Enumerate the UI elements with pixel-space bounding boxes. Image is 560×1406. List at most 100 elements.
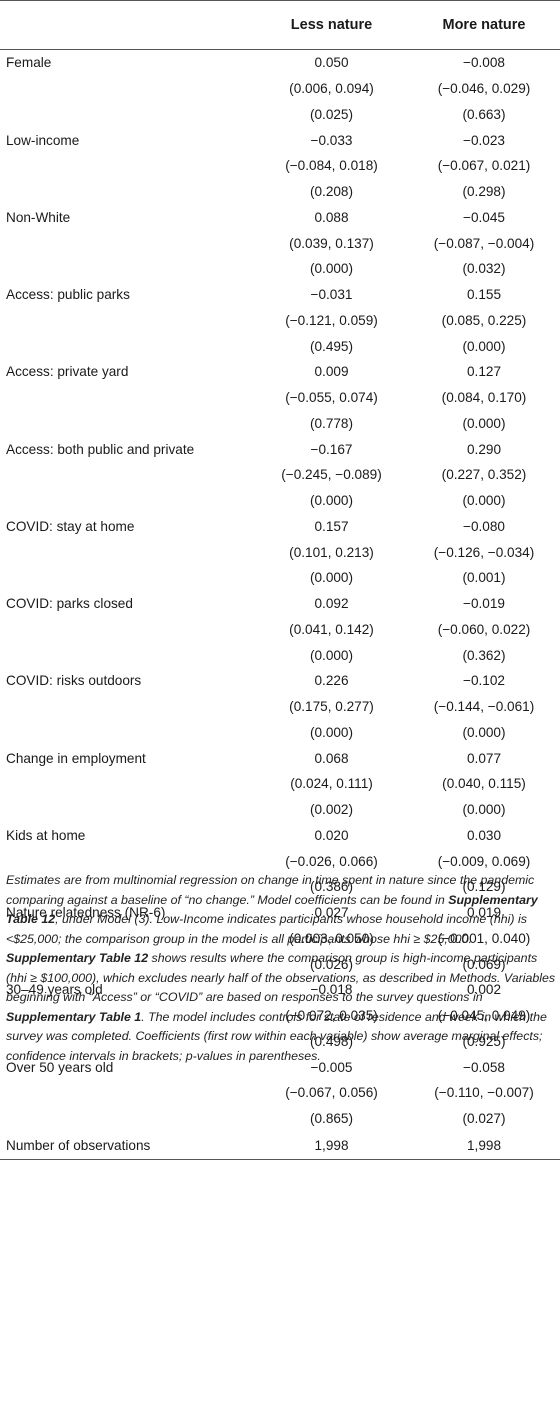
note-text: , under Model (3). Low-Income indicates … [6, 912, 527, 946]
table-row: (0.865) (0.027) [0, 1106, 560, 1132]
row-label-empty [0, 720, 255, 746]
more-nature-coefficient: 0.002 [466, 982, 502, 998]
row-label-empty [0, 1106, 255, 1132]
header-variable [0, 0, 255, 50]
row-label-empty [0, 385, 255, 411]
row-label: Female [6, 55, 52, 71]
row-label-empty [0, 308, 255, 334]
less-nature-confidence-interval: (−0.121, 0.059) [285, 312, 378, 328]
more-nature-p-value: (0.000) [462, 493, 506, 509]
table-row: Low-income −0.033 −0.023 [0, 127, 560, 153]
less-nature-p-value: (0.002) [309, 802, 354, 818]
more-nature-p-value: (0.069) [462, 956, 506, 972]
less-nature-coefficient: 0.068 [314, 750, 349, 766]
row-label: 30–49 years old [6, 982, 103, 998]
more-nature-confidence-interval: (0.085, 0.225) [441, 312, 527, 328]
table-row: (−0.084, 0.018) (−0.067, 0.021) [0, 153, 560, 179]
table-row: (0.026) (0.069) [0, 951, 560, 977]
row-label-empty [0, 694, 255, 720]
less-nature-observations: 1,998 [255, 1131, 408, 1160]
more-nature-confidence-interval: (0.040, 0.115) [442, 776, 526, 792]
less-nature-p-value: (0.498) [309, 1033, 354, 1049]
row-label: Access: private yard [6, 364, 129, 380]
table-row: Nature relatedness (NR-6) 0.027 0.019 [0, 900, 560, 926]
row-label: Non-White [6, 209, 71, 225]
row-label: Nature relatedness (NR-6) [6, 905, 166, 921]
table-row: (0.000) (0.000) [0, 720, 560, 746]
more-nature-confidence-interval: (−0.045, 0.049) [437, 1008, 531, 1024]
more-nature-p-value: (0.000) [462, 724, 506, 740]
less-nature-p-value: (0.778) [309, 415, 354, 431]
less-nature-coefficient: 0.009 [314, 364, 349, 380]
less-nature-p-value: (0.386) [309, 879, 354, 895]
table-row: (0.495) (0.000) [0, 333, 560, 359]
table-row: (−0.121, 0.059) (0.085, 0.225) [0, 308, 560, 334]
table-row: (0.101, 0.213) (−0.126, −0.034) [0, 539, 560, 565]
table-row: Access: private yard 0.009 0.127 [0, 359, 560, 385]
less-nature-p-value: (0.026) [309, 956, 354, 972]
table-row: (0.002) (0.000) [0, 797, 560, 823]
more-nature-coefficient: 0.127 [466, 364, 502, 380]
less-nature-p-value: (0.000) [309, 647, 354, 663]
less-nature-coefficient: −0.031 [310, 287, 353, 303]
table-row: Female 0.050 −0.008 [0, 50, 560, 76]
table-row: (−0.026, 0.066) (−0.009, 0.069) [0, 848, 560, 874]
more-nature-confidence-interval: (−0.060, 0.022) [437, 621, 531, 637]
less-nature-coefficient: 0.092 [314, 596, 349, 612]
more-nature-coefficient: −0.023 [463, 132, 505, 148]
row-label: Over 50 years old [6, 1059, 114, 1075]
more-nature-coefficient: −0.058 [463, 1059, 505, 1075]
more-nature-p-value: (0.362) [462, 647, 506, 663]
table-row: (−0.245, −0.089) (0.227, 0.352) [0, 462, 560, 488]
more-nature-confidence-interval: (−0.126, −0.034) [433, 544, 535, 560]
table-row: COVID: stay at home 0.157 −0.080 [0, 514, 560, 540]
more-nature-p-value: (0.298) [462, 184, 506, 200]
less-nature-p-value: (0.000) [309, 493, 354, 509]
less-nature-confidence-interval: (−0.055, 0.074) [285, 390, 378, 406]
more-nature-p-value: (0.032) [462, 261, 506, 277]
more-nature-confidence-interval: (−0.087, −0.004) [433, 235, 535, 251]
less-nature-confidence-interval: (0.024, 0.111) [290, 776, 373, 792]
row-label-empty [0, 333, 255, 359]
less-nature-coefficient: −0.018 [310, 982, 353, 998]
row-label: Change in employment [6, 750, 146, 766]
more-nature-coefficient: −0.019 [463, 596, 505, 612]
less-nature-confidence-interval: (−0.245, −0.089) [281, 467, 382, 483]
more-nature-coefficient: −0.102 [463, 673, 505, 689]
more-nature-coefficient: 0.030 [466, 827, 502, 843]
row-label: Access: public parks [6, 287, 130, 303]
row-label-empty [0, 179, 255, 205]
row-label-empty [0, 102, 255, 128]
more-nature-confidence-interval: (−0.067, 0.021) [437, 158, 531, 174]
more-nature-p-value: (0.000) [462, 802, 506, 818]
observations-row: Number of observations 1,998 1,998 [0, 1131, 560, 1160]
more-nature-observations: 1,998 [408, 1131, 560, 1160]
more-nature-confidence-interval: (−0.046, 0.029) [437, 81, 531, 97]
table-row: Kids at home 0.020 0.030 [0, 823, 560, 849]
more-nature-p-value: (0.000) [462, 415, 506, 431]
less-nature-p-value: (0.000) [309, 724, 354, 740]
table-row: (0.039, 0.137) (−0.087, −0.004) [0, 230, 560, 256]
more-nature-coefficient: −0.045 [463, 209, 505, 225]
less-nature-confidence-interval: (0.006, 0.094) [289, 81, 374, 97]
table-row: (0.386) (0.129) [0, 874, 560, 900]
note-table-reference: Supplementary Table 12 [6, 951, 149, 965]
table-row: Access: public parks −0.031 0.155 [0, 282, 560, 308]
table-row: Change in employment 0.068 0.077 [0, 745, 560, 771]
less-nature-coefficient: −0.005 [310, 1059, 353, 1075]
table-row: (0.498) (0.925) [0, 1029, 560, 1055]
row-label-empty [0, 462, 255, 488]
more-nature-confidence-interval: (−0.009, 0.069) [437, 853, 531, 869]
note-text: Estimates are from multinomial regressio… [6, 873, 535, 907]
table-row: 30–49 years old −0.018 0.002 [0, 977, 560, 1003]
row-label: COVID: parks closed [6, 596, 133, 612]
more-nature-coefficient: 0.019 [466, 905, 502, 921]
table-row: (−0.067, 0.056) (−0.110, −0.007) [0, 1080, 560, 1106]
less-nature-p-value: (0.865) [309, 1111, 354, 1127]
note-text: shows results where the comparison group… [6, 951, 556, 1004]
more-nature-coefficient: 0.077 [466, 750, 502, 766]
less-nature-coefficient: 0.050 [314, 55, 349, 71]
more-nature-confidence-interval: (−0.001, 0.040) [437, 930, 531, 946]
table-row: (0.175, 0.277) (−0.144, −0.061) [0, 694, 560, 720]
table-row: Access: both public and private −0.167 0.2… [0, 436, 560, 462]
